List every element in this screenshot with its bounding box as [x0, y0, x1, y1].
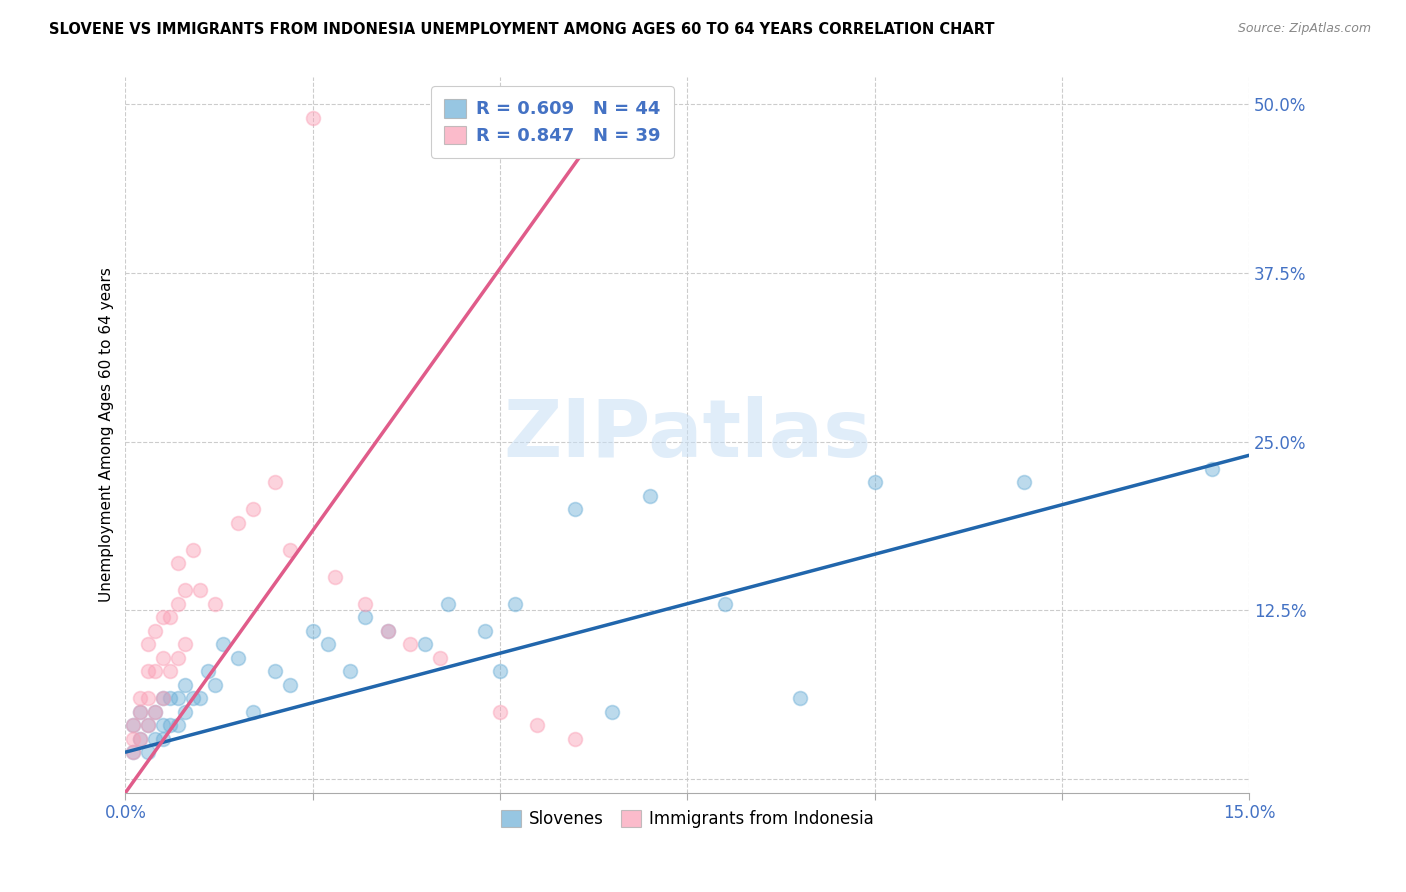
Point — [301, 624, 323, 638]
Point — [129, 731, 152, 746]
Point — [152, 691, 174, 706]
Point — [413, 637, 436, 651]
Text: ZIPatlas: ZIPatlas — [503, 396, 872, 474]
Point — [136, 637, 159, 651]
Point — [399, 637, 422, 651]
Point — [242, 502, 264, 516]
Point — [564, 502, 586, 516]
Point — [377, 624, 399, 638]
Point — [152, 718, 174, 732]
Point — [136, 745, 159, 759]
Point — [174, 637, 197, 651]
Point — [167, 556, 190, 570]
Point — [429, 650, 451, 665]
Point — [1201, 462, 1223, 476]
Point — [323, 570, 346, 584]
Point — [159, 664, 181, 678]
Point — [503, 597, 526, 611]
Point — [489, 664, 512, 678]
Point — [122, 718, 145, 732]
Point — [129, 705, 152, 719]
Point — [145, 705, 167, 719]
Point — [167, 691, 190, 706]
Point — [145, 624, 167, 638]
Point — [174, 678, 197, 692]
Point — [301, 111, 323, 125]
Point — [713, 597, 735, 611]
Point — [489, 705, 512, 719]
Point — [1014, 475, 1036, 490]
Point — [167, 718, 190, 732]
Point — [264, 664, 287, 678]
Point — [474, 624, 496, 638]
Point — [145, 664, 167, 678]
Point — [136, 718, 159, 732]
Point — [526, 718, 548, 732]
Point — [167, 650, 190, 665]
Point — [204, 597, 226, 611]
Point — [204, 678, 226, 692]
Point — [152, 650, 174, 665]
Point — [354, 610, 377, 624]
Point — [863, 475, 886, 490]
Point — [181, 542, 204, 557]
Point — [122, 731, 145, 746]
Point — [212, 637, 235, 651]
Point — [197, 664, 219, 678]
Point — [152, 610, 174, 624]
Point — [159, 718, 181, 732]
Point — [564, 731, 586, 746]
Point — [136, 691, 159, 706]
Point — [242, 705, 264, 719]
Point — [174, 705, 197, 719]
Point — [190, 691, 212, 706]
Point — [145, 705, 167, 719]
Point — [122, 718, 145, 732]
Point — [190, 583, 212, 598]
Point — [181, 691, 204, 706]
Point — [226, 516, 249, 530]
Point — [278, 678, 301, 692]
Point — [152, 691, 174, 706]
Point — [638, 489, 661, 503]
Point — [377, 624, 399, 638]
Text: Source: ZipAtlas.com: Source: ZipAtlas.com — [1237, 22, 1371, 36]
Point — [122, 745, 145, 759]
Point — [602, 705, 624, 719]
Y-axis label: Unemployment Among Ages 60 to 64 years: Unemployment Among Ages 60 to 64 years — [100, 268, 114, 602]
Point — [159, 610, 181, 624]
Point — [789, 691, 811, 706]
Point — [354, 597, 377, 611]
Point — [122, 745, 145, 759]
Point — [129, 731, 152, 746]
Point — [129, 691, 152, 706]
Legend: Slovenes, Immigrants from Indonesia: Slovenes, Immigrants from Indonesia — [494, 803, 880, 834]
Point — [316, 637, 339, 651]
Point — [152, 731, 174, 746]
Point — [136, 718, 159, 732]
Point — [159, 691, 181, 706]
Point — [145, 731, 167, 746]
Point — [167, 597, 190, 611]
Point — [278, 542, 301, 557]
Point — [264, 475, 287, 490]
Point — [436, 597, 458, 611]
Text: SLOVENE VS IMMIGRANTS FROM INDONESIA UNEMPLOYMENT AMONG AGES 60 TO 64 YEARS CORR: SLOVENE VS IMMIGRANTS FROM INDONESIA UNE… — [49, 22, 994, 37]
Point — [136, 664, 159, 678]
Point — [129, 705, 152, 719]
Point — [174, 583, 197, 598]
Point — [226, 650, 249, 665]
Point — [339, 664, 361, 678]
